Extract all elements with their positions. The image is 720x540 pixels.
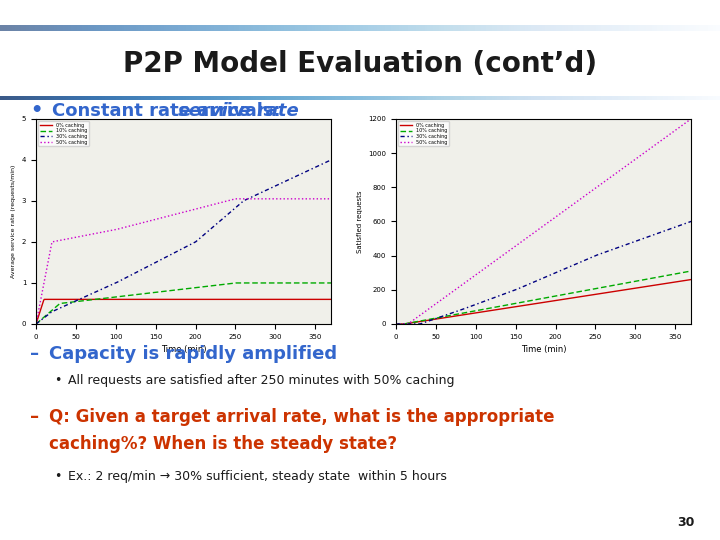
Text: caching%? When is the steady state?: caching%? When is the steady state? — [49, 435, 397, 453]
X-axis label: Time (min): Time (min) — [521, 345, 567, 354]
Text: P2P Model Evaluation (cont’d): P2P Model Evaluation (cont’d) — [123, 50, 597, 78]
Text: 30: 30 — [678, 516, 695, 529]
Text: –: – — [30, 408, 40, 426]
Text: •: • — [30, 101, 42, 120]
Text: All requests are satisfied after 250 minutes with 50% caching: All requests are satisfied after 250 min… — [68, 374, 455, 387]
Legend: 0% caching, 10% caching, 30% caching, 50% caching: 0% caching, 10% caching, 30% caching, 50… — [398, 122, 449, 146]
Y-axis label: Satisfied requests: Satisfied requests — [356, 190, 363, 253]
Text: Constant rate arrivals:: Constant rate arrivals: — [52, 102, 287, 120]
Text: •: • — [54, 470, 61, 483]
Text: Ex.: 2 req/min → 30% sufficient, steady state  within 5 hours: Ex.: 2 req/min → 30% sufficient, steady … — [68, 470, 447, 483]
Y-axis label: Average service rate (requests/min): Average service rate (requests/min) — [12, 165, 17, 278]
Text: Q: Given a target arrival rate, what is the appropriate: Q: Given a target arrival rate, what is … — [49, 408, 554, 426]
Text: Capacity is rapidly amplified: Capacity is rapidly amplified — [49, 345, 337, 363]
X-axis label: Time (min): Time (min) — [161, 345, 207, 354]
Legend: 0% caching, 10% caching, 30% caching, 50% caching: 0% caching, 10% caching, 30% caching, 50… — [38, 122, 89, 146]
Text: –: – — [30, 345, 40, 363]
Text: •: • — [54, 374, 61, 387]
Text: service rate: service rate — [178, 102, 299, 120]
